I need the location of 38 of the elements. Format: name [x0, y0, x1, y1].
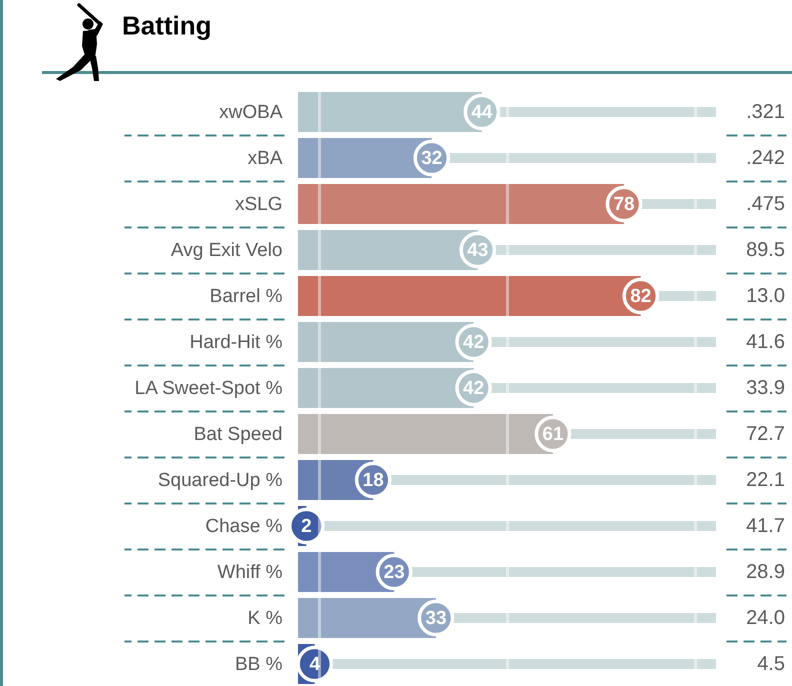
y-tick-label: Hard-Hit %: [190, 332, 283, 353]
text: 89.5: [746, 239, 785, 261]
y-tick-label: Squared-Up %: [158, 470, 283, 491]
text: 41.6: [746, 331, 785, 353]
text: 41.7: [746, 515, 785, 537]
y-tick-label: xwOBA: [219, 102, 283, 123]
y-tick-label: K %: [248, 608, 283, 629]
text: .475: [746, 193, 785, 215]
y-tick-label: Bat Speed: [194, 424, 282, 445]
text: 13.0: [746, 285, 785, 307]
text: 22.1: [746, 469, 785, 491]
text: 72.7: [746, 423, 785, 445]
text: .321: [746, 101, 785, 123]
chart-title: Batting: [122, 10, 212, 40]
data-label: 33: [425, 608, 447, 629]
data-label: 42: [462, 332, 484, 353]
text: .242: [746, 147, 785, 169]
data-label: 43: [467, 240, 488, 261]
data-label: 18: [362, 470, 384, 491]
text: 33.9: [746, 377, 785, 399]
text: 28.9: [746, 561, 785, 583]
y-tick-label: xBA: [248, 148, 283, 169]
data-label: 42: [462, 378, 484, 399]
y-tick-label: Barrel %: [210, 286, 283, 307]
text: 24.0: [746, 607, 785, 629]
data-label: 32: [421, 148, 442, 169]
data-label: 23: [384, 562, 405, 583]
data-label: 82: [630, 286, 652, 307]
data-label: 44: [471, 102, 493, 123]
y-tick-label: Whiff %: [217, 562, 283, 583]
y-tick-label: LA Sweet-Spot %: [134, 378, 283, 399]
y-tick-label: Chase %: [205, 516, 283, 537]
data-label: 61: [542, 424, 564, 445]
y-tick-label: Avg Exit Velo: [170, 240, 282, 261]
y-tick-label: BB %: [234, 654, 283, 675]
y-tick-label: xSLG: [234, 194, 282, 215]
data-label: 78: [613, 194, 635, 215]
text: 4.5: [757, 653, 785, 675]
